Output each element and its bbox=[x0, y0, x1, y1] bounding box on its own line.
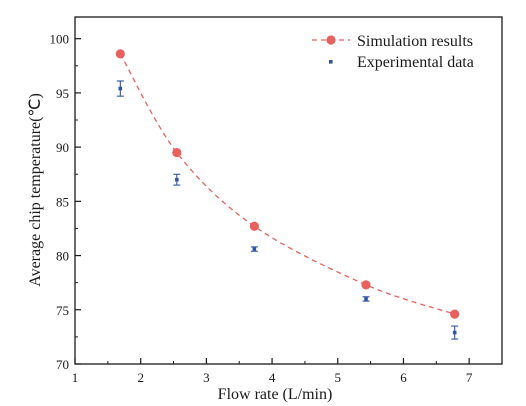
simulation-point-2 bbox=[249, 221, 259, 231]
experimental-marker bbox=[252, 247, 257, 251]
simulation-point-0 bbox=[115, 49, 125, 59]
experimental-point-1 bbox=[173, 173, 181, 186]
experimental-marker bbox=[175, 177, 179, 182]
x-tick-label-3: 3 bbox=[203, 370, 210, 385]
y-tick-label-90: 90 bbox=[56, 140, 69, 155]
simulation-curve bbox=[119, 53, 455, 315]
x-tick-label-7: 7 bbox=[466, 370, 473, 385]
y-tick-label-100: 100 bbox=[50, 32, 70, 47]
y-axis-title: Average chip temperature(℃) bbox=[27, 93, 44, 287]
axes: 1 2 3 4 5 6 7 70 75 80 85 90 95 100 bbox=[50, 16, 503, 385]
legend-experimental-marker bbox=[329, 60, 333, 64]
experimental-point-0 bbox=[116, 80, 124, 97]
y-tick-label-95: 95 bbox=[56, 86, 69, 101]
x-axis-title: Flow rate (L/min) bbox=[218, 386, 333, 403]
experimental-point-3 bbox=[362, 296, 370, 302]
simulation-point-1 bbox=[172, 147, 182, 158]
legend: Simulation results Experimental data bbox=[312, 33, 474, 71]
experimental-marker bbox=[364, 297, 368, 301]
x-tick-label-2: 2 bbox=[137, 370, 144, 385]
x-tick-label-5: 5 bbox=[335, 370, 342, 385]
plot-area bbox=[115, 49, 460, 340]
legend-simulation-marker bbox=[326, 35, 336, 45]
y-tick-label-70: 70 bbox=[56, 357, 69, 372]
axes-frame bbox=[74, 16, 503, 365]
y-tick-label-75: 75 bbox=[56, 303, 69, 318]
simulation-point-4 bbox=[450, 309, 460, 319]
experimental-marker bbox=[118, 86, 123, 91]
x-tick-label-1: 1 bbox=[72, 370, 79, 385]
legend-simulation-label: Simulation results bbox=[357, 33, 473, 50]
legend-experimental-label: Experimental data bbox=[357, 54, 474, 71]
experimental-marker bbox=[452, 330, 457, 335]
simulation-point-3 bbox=[361, 280, 371, 290]
experimental-point-4 bbox=[451, 325, 459, 340]
experimental-point-2 bbox=[250, 246, 258, 252]
y-tick-label-85: 85 bbox=[56, 194, 69, 209]
x-tick-label-4: 4 bbox=[269, 370, 276, 385]
x-tick-label-6: 6 bbox=[400, 370, 407, 385]
y-tick-label-80: 80 bbox=[56, 249, 69, 264]
